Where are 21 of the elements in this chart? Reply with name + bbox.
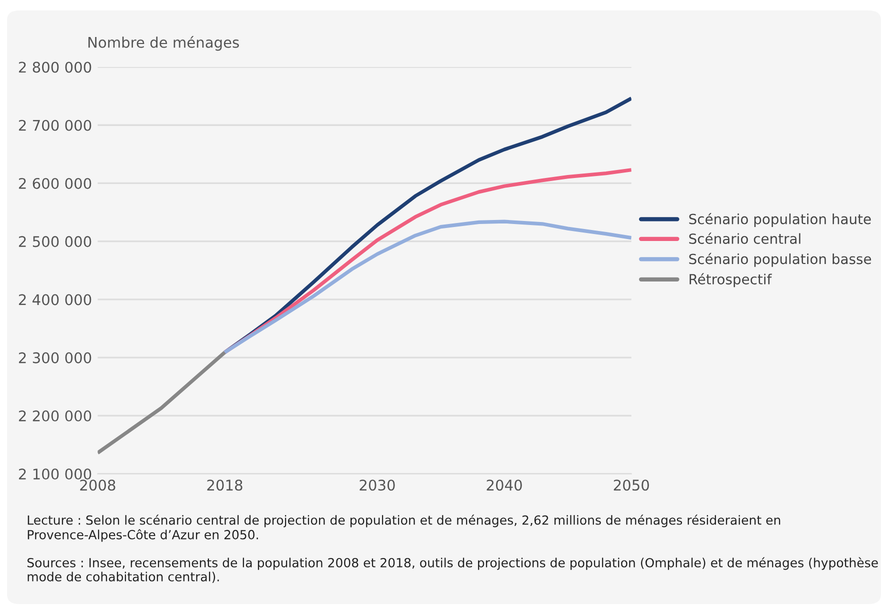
x-tick-label: 2030 (360, 480, 395, 491)
y-tick-label: 2 200 000 (18, 410, 92, 422)
line-series (222, 220, 632, 354)
y-tick-label: 2 800 000 (18, 62, 92, 73)
y-tick-label: 2 700 000 (18, 120, 92, 131)
legend-label: Rétrospectif (690, 273, 772, 288)
legend-label: Scénario population basse (689, 252, 872, 267)
source-note: Sources : Insee, recensements de la population 2008 et 2018, outils de projections de population (Omphale) et de ménages (hypothèse mode de cohabitation central). (27, 557, 878, 583)
y-tick-label: 2 600 000 (18, 178, 92, 189)
x-tick-label: 2050 (614, 480, 649, 491)
y-tick-label: 2 300 000 (18, 352, 92, 364)
y-axis-title: Nombre de ménages (88, 36, 239, 51)
x-tick-label: 2018 (207, 480, 242, 491)
x-tick-label: 2040 (486, 480, 522, 491)
y-tick-label: 2 400 000 (18, 294, 92, 306)
text: Lecture : Selon le scénario central de projection de population et de ménages, 2,62 millions de ménages résideraient en Provence-Alpes-Côte d’Azur en 2050. (28, 514, 780, 542)
y-tick-label: 2 500 000 (18, 236, 92, 248)
x-tick-label: 2008 (80, 480, 116, 491)
y-tick-label: 2 100 000 (18, 468, 92, 480)
legend-label: Scénario central (689, 232, 800, 244)
legend-label: Scénario population haute (689, 212, 871, 227)
